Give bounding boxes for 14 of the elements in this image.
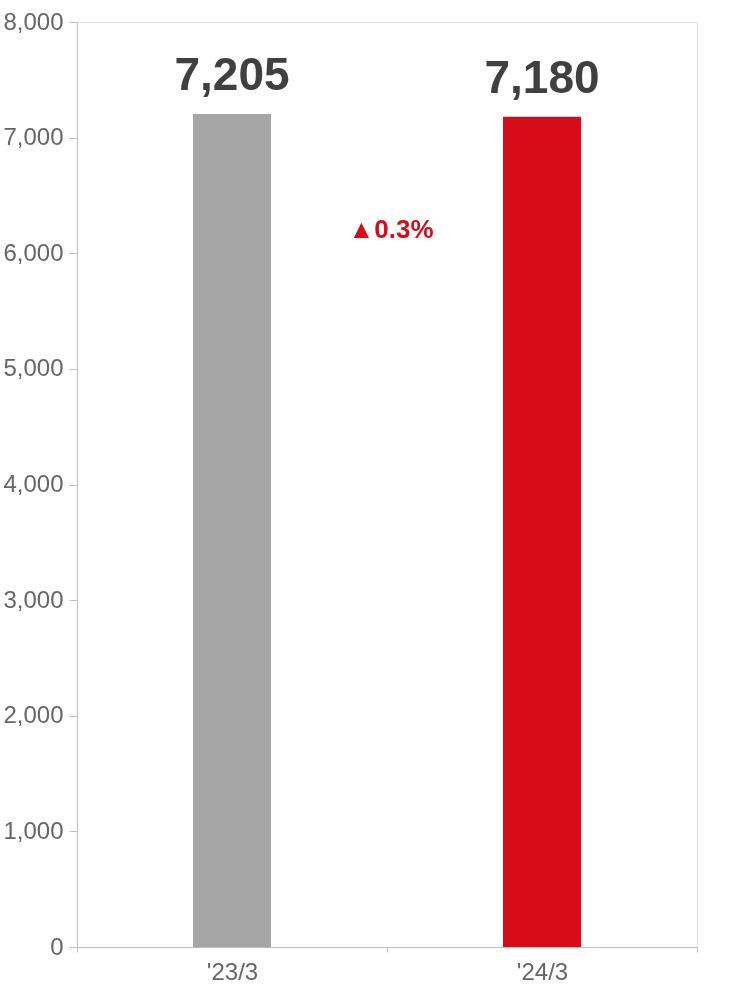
data-label: 7,205 xyxy=(174,47,290,100)
y-tick-label: 1,000 xyxy=(3,816,64,844)
y-tick-label: 0 xyxy=(50,932,64,960)
y-tick-label: 7,000 xyxy=(3,123,64,151)
y-tick-label: 4,000 xyxy=(3,470,64,497)
y-tick-label: 3,000 xyxy=(3,585,64,613)
y-tick-label: 8,000 xyxy=(3,7,64,35)
x-tick-label: '23/3 xyxy=(206,957,259,985)
y-tick-label: 2,000 xyxy=(3,701,64,729)
x-tick-label: '24/3 xyxy=(516,957,569,985)
y-tick-label: 5,000 xyxy=(3,354,64,382)
data-label: 7,180 xyxy=(484,50,600,103)
y-tick-label: 6,000 xyxy=(3,238,64,266)
annotation: ▲0.3% xyxy=(348,214,434,244)
